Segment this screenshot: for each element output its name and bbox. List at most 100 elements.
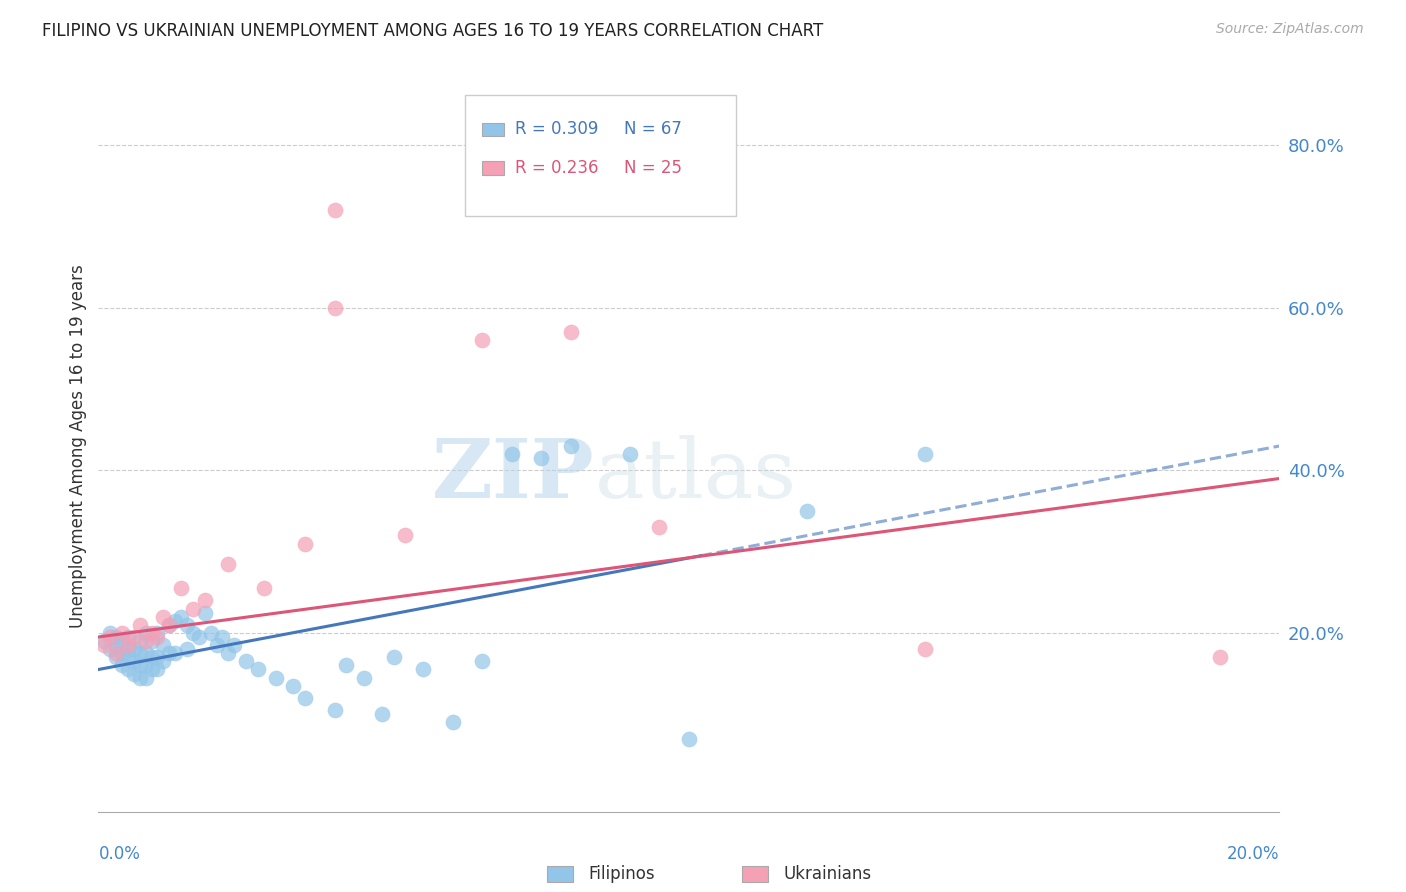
Point [170, 609, 193, 624]
Point [194, 606, 217, 620]
Point [93, 638, 115, 652]
Point [105, 638, 128, 652]
Point [323, 203, 346, 218]
Point [224, 638, 246, 652]
Point [165, 614, 187, 628]
Point [353, 671, 375, 685]
Point [1209, 650, 1232, 665]
Point [211, 630, 233, 644]
Point [157, 617, 180, 632]
Point [412, 663, 434, 677]
Point [501, 447, 523, 461]
Point [105, 630, 128, 644]
Point [382, 650, 405, 665]
Point [283, 679, 305, 693]
Point [157, 646, 180, 660]
Point [135, 671, 157, 685]
Point [157, 617, 180, 632]
Point [152, 609, 174, 624]
Point [122, 642, 145, 657]
Point [205, 638, 228, 652]
FancyBboxPatch shape [482, 123, 503, 136]
Point [146, 626, 169, 640]
Point [187, 630, 209, 644]
Point [560, 439, 582, 453]
Point [165, 646, 187, 660]
Point [135, 658, 157, 673]
Point [152, 638, 174, 652]
Point [648, 520, 671, 534]
FancyBboxPatch shape [547, 866, 574, 882]
Point [98, 630, 121, 644]
Text: N = 67: N = 67 [624, 120, 682, 138]
Point [117, 638, 139, 652]
Point [122, 666, 145, 681]
Point [141, 650, 163, 665]
Point [128, 634, 150, 648]
Point [217, 557, 239, 571]
Point [264, 671, 287, 685]
Text: atlas: atlas [595, 435, 797, 516]
Point [98, 642, 121, 657]
Point [105, 646, 128, 660]
Point [170, 581, 193, 595]
Point [181, 601, 204, 615]
Point [530, 451, 553, 466]
Point [128, 617, 150, 632]
Point [200, 626, 222, 640]
Point [146, 630, 169, 644]
Point [619, 447, 641, 461]
Point [253, 581, 276, 595]
Point [678, 731, 700, 746]
Point [176, 642, 198, 657]
Point [294, 536, 316, 550]
Point [117, 642, 139, 657]
Point [111, 626, 134, 640]
Point [235, 654, 257, 668]
Point [128, 671, 150, 685]
Point [135, 646, 157, 660]
Point [471, 654, 494, 668]
Point [246, 663, 269, 677]
Point [146, 650, 169, 665]
Text: R = 0.309: R = 0.309 [516, 120, 599, 138]
FancyBboxPatch shape [464, 95, 737, 216]
Text: FILIPINO VS UKRAINIAN UNEMPLOYMENT AMONG AGES 16 TO 19 YEARS CORRELATION CHART: FILIPINO VS UKRAINIAN UNEMPLOYMENT AMONG… [42, 22, 824, 40]
Text: R = 0.236: R = 0.236 [516, 159, 599, 177]
Text: Source: ZipAtlas.com: Source: ZipAtlas.com [1216, 22, 1364, 37]
Text: N = 25: N = 25 [624, 159, 682, 177]
Point [128, 658, 150, 673]
Point [323, 301, 346, 315]
Point [181, 626, 204, 640]
Point [141, 626, 163, 640]
Point [560, 325, 582, 339]
Point [394, 528, 416, 542]
Y-axis label: Unemployment Among Ages 16 to 19 years: Unemployment Among Ages 16 to 19 years [69, 264, 87, 628]
Point [914, 447, 936, 461]
Point [471, 334, 494, 348]
Point [135, 626, 157, 640]
Point [323, 703, 346, 717]
Text: 0.0%: 0.0% [98, 845, 141, 863]
Text: Ukrainians: Ukrainians [783, 865, 872, 883]
Text: 20.0%: 20.0% [1227, 845, 1279, 863]
Point [122, 654, 145, 668]
Point [135, 634, 157, 648]
Point [335, 658, 357, 673]
Point [111, 634, 134, 648]
Point [117, 650, 139, 665]
Point [217, 646, 239, 660]
Point [146, 663, 169, 677]
Point [796, 504, 818, 518]
Point [141, 663, 163, 677]
Point [93, 634, 115, 648]
Point [117, 630, 139, 644]
Text: ZIP: ZIP [432, 435, 595, 516]
Point [141, 634, 163, 648]
Point [194, 593, 217, 607]
Point [128, 646, 150, 660]
Text: Filipinos: Filipinos [589, 865, 655, 883]
FancyBboxPatch shape [482, 161, 503, 175]
Point [176, 617, 198, 632]
Point [117, 663, 139, 677]
